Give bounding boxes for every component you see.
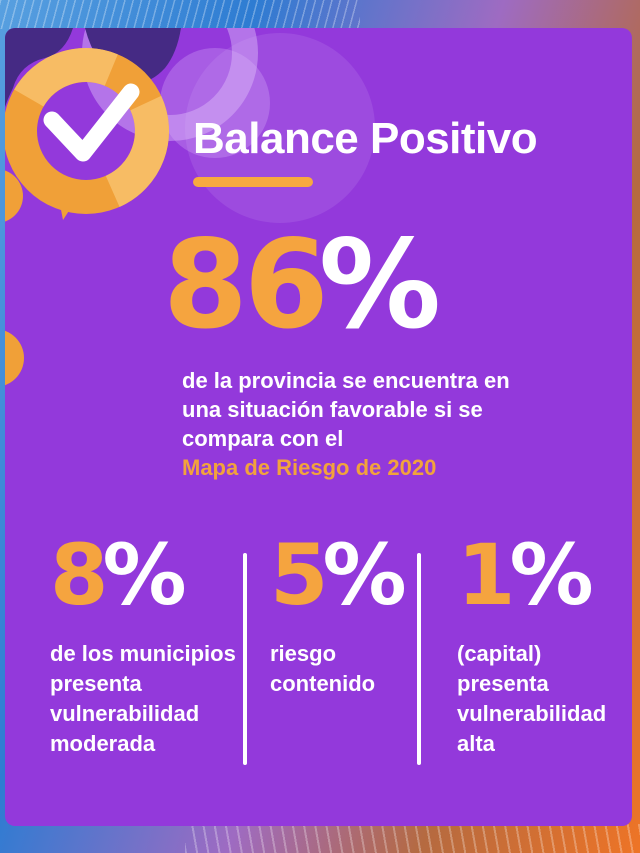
hero-description-line: una situación favorable si se: [182, 397, 483, 422]
stat-percent-sign: %: [102, 526, 186, 624]
stat-label-line: contenido: [270, 671, 376, 696]
stat-number: 1: [457, 526, 515, 624]
stat-value: 1%: [457, 533, 606, 617]
stat-value: 5%: [270, 533, 407, 617]
decor-circle-left-2: [5, 329, 24, 387]
infographic-card: Balance Positivo 86% de la provincia se …: [5, 28, 632, 826]
background-lines-bottom: [185, 824, 640, 853]
stat-label-line: alta: [457, 731, 495, 756]
badge-ring-light-arc: [5, 47, 169, 214]
hero-stat-percent-sign: %: [318, 214, 441, 356]
hero-stat-description: de la provincia se encuentra en una situ…: [182, 366, 510, 482]
stat-percent-sign: %: [509, 526, 593, 624]
hero-description-line: de la provincia se encuentra en: [182, 368, 510, 393]
stat-riesgo-contenido: 5% riesgo contenido: [270, 533, 407, 699]
stat-label-line: presenta: [50, 671, 142, 696]
column-divider: [417, 553, 421, 765]
page-title: Balance Positivo: [193, 114, 538, 163]
stat-number: 5: [270, 526, 328, 624]
hero-description-line: compara con el: [182, 426, 344, 451]
stat-label-line: presenta: [457, 671, 549, 696]
stat-label: (capital) presenta vulnerabilidad alta: [457, 639, 606, 759]
stat-label: riesgo contenido: [270, 639, 404, 699]
stat-label-line: de los municipios: [50, 641, 236, 666]
check-badge-icon: [5, 28, 375, 223]
badge-tail: [54, 174, 85, 220]
stat-label-line: vulnerabilidad: [50, 701, 200, 726]
hero-highlight-link-text: Mapa de Riesgo de 2020: [182, 455, 437, 480]
hero-stat-number: 86: [163, 214, 329, 356]
stat-number: 8: [50, 526, 108, 624]
checkmark-icon: [43, 83, 140, 162]
background-lines-top: [0, 0, 360, 29]
title-underline: [193, 177, 313, 187]
hero-stat-value: 86%: [163, 224, 441, 346]
decor-circle-left-1: [5, 169, 23, 223]
stat-vulnerabilidad-moderada: 8% de los municipios presenta vulnerabil…: [50, 533, 236, 759]
decor-halo-circle: [185, 33, 375, 223]
decor-indigo-corner: [5, 28, 73, 107]
decor-soft-circle: [160, 48, 270, 158]
stat-label-line: moderada: [50, 731, 156, 756]
stat-label-line: (capital): [457, 641, 542, 666]
column-divider: [243, 553, 247, 765]
stat-label: de los municipios presenta vulnerabilida…: [50, 639, 236, 759]
stat-value: 8%: [50, 533, 236, 617]
stat-percent-sign: %: [322, 526, 406, 624]
stat-vulnerabilidad-alta: 1% (capital) presenta vulnerabilidad alt…: [457, 533, 606, 759]
stat-label-line: vulnerabilidad: [457, 701, 607, 726]
stat-label-line: riesgo: [270, 641, 337, 666]
badge-ring-light-arc: [5, 48, 169, 214]
